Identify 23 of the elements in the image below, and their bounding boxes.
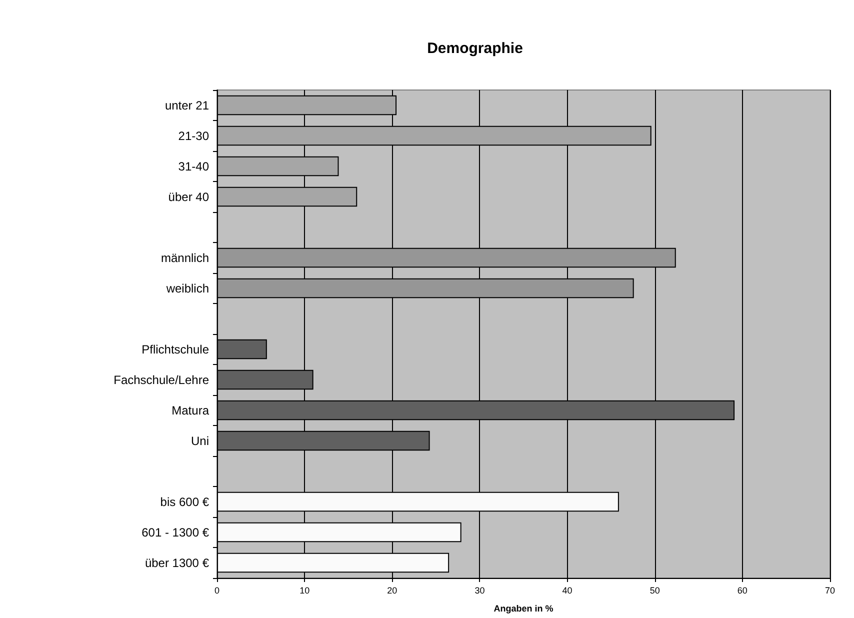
- y-tick-label: über 40: [168, 190, 210, 204]
- y-tick-label: 601 - 1300 €: [142, 525, 210, 540]
- x-tick-label: 70: [824, 586, 836, 596]
- x-tick-label: 60: [737, 586, 748, 596]
- y-tick-label: Pflichtschule: [142, 342, 210, 356]
- y-tick-label: Matura: [172, 403, 210, 418]
- y-tick-label: unter 21: [164, 98, 210, 112]
- x-axis-title: Angaben in %: [494, 604, 554, 614]
- y-tick-label: bis 600 €: [160, 494, 210, 509]
- x-tick-label: 10: [300, 586, 310, 596]
- y-tick-label: über 1300 €: [144, 556, 210, 570]
- x-tick-label: 40: [562, 586, 572, 596]
- y-tick-label: Fachschule/Lehre: [114, 372, 210, 387]
- chart-title: Demographie: [427, 40, 523, 57]
- x-tick-label: 20: [387, 586, 398, 596]
- x-tick-label: 30: [474, 586, 485, 596]
- y-tick-label: Uni: [190, 434, 209, 448]
- y-tick-label: männlich: [160, 250, 209, 265]
- y-tick-label: 21-30: [178, 128, 210, 143]
- y-tick-label: weiblich: [165, 281, 209, 296]
- y-tick-label: 31-40: [178, 159, 210, 174]
- x-tick-label: 50: [650, 586, 660, 596]
- x-tick-label: 0: [214, 586, 220, 596]
